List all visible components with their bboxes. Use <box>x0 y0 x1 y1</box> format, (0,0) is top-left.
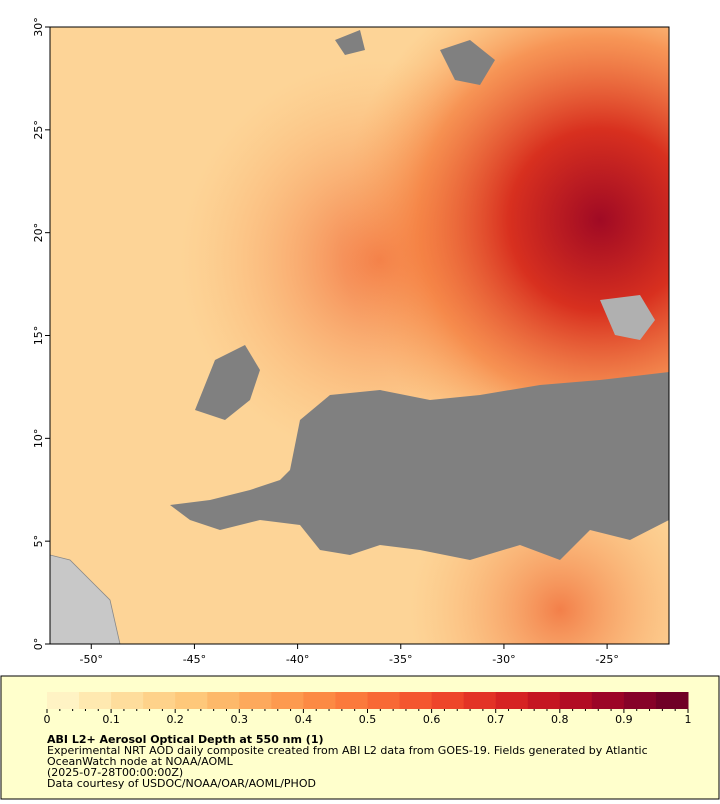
y-tick-label: 15° <box>32 326 45 346</box>
aod-map <box>50 27 669 644</box>
x-tick-label: -25° <box>595 653 618 666</box>
colorbar-swatch <box>527 692 561 709</box>
colorbar-swatch <box>495 692 529 709</box>
x-tick-label: -35° <box>389 653 412 666</box>
colorbar-swatch <box>175 692 208 709</box>
colorbar-swatch <box>335 692 368 709</box>
colorbar-swatch <box>239 692 272 709</box>
x-tick-label: -40° <box>286 653 309 666</box>
legend-line: Data courtesy of USDOC/NOAA/OAR/AOML/PHO… <box>47 777 316 790</box>
y-tick-label: 20° <box>32 223 45 243</box>
no-data-area <box>600 295 655 340</box>
no-data-area <box>440 40 495 85</box>
colorbar-swatch <box>463 692 497 709</box>
x-tick-label: -50° <box>80 653 103 666</box>
colorbar-swatch <box>399 692 433 709</box>
colorbar-swatch <box>655 692 689 709</box>
legend-line: (2025-07-28T00:00:00Z) <box>47 766 183 779</box>
colorbar-swatch <box>559 692 593 709</box>
colorbar-tick-label: 1 <box>685 713 692 726</box>
legend-line: OceanWatch node at NOAA/AOML <box>47 755 234 768</box>
legend-title: ABI L2+ Aerosol Optical Depth at 550 nm … <box>47 733 324 746</box>
colorbar-swatch <box>111 692 144 709</box>
colorbar-swatch <box>47 692 80 709</box>
colorbar-swatch <box>207 692 240 709</box>
colorbar-swatch <box>79 692 112 709</box>
y-tick-label: 25° <box>32 120 45 140</box>
colorbar-tick-label: 0.2 <box>166 713 184 726</box>
x-tick-label: -45° <box>183 653 206 666</box>
colorbar-swatch <box>271 692 304 709</box>
no-data-area <box>170 372 669 560</box>
legend-line: Experimental NRT AOD daily composite cre… <box>47 744 648 757</box>
land <box>50 554 121 644</box>
colorbar-tick-label: 0.6 <box>423 713 441 726</box>
y-tick-label: 0° <box>32 638 45 651</box>
y-tick-label: 5° <box>32 535 45 548</box>
no-data-area <box>335 30 365 55</box>
x-tick-label: -30° <box>492 653 515 666</box>
colorbar-swatch <box>623 692 657 709</box>
y-tick-label: 30° <box>32 17 45 37</box>
colorbar-tick-label: 0.1 <box>102 713 120 726</box>
no-data-area <box>195 345 260 420</box>
colorbar-swatch <box>591 692 625 709</box>
colorbar-tick-label: 0.3 <box>231 713 249 726</box>
colorbar-tick-label: 0.4 <box>295 713 313 726</box>
colorbar-swatch <box>303 692 336 709</box>
colorbar-tick-label: 0.8 <box>551 713 569 726</box>
y-tick-label: 10° <box>32 429 45 449</box>
colorbar-tick-label: 0 <box>44 713 51 726</box>
colorbar-swatch <box>367 692 401 709</box>
colorbar-swatch <box>143 692 176 709</box>
colorbar-tick-label: 0.9 <box>615 713 633 726</box>
colorbar-tick-label: 0.5 <box>359 713 377 726</box>
colorbar-tick-label: 0.7 <box>487 713 505 726</box>
colorbar-swatch <box>431 692 465 709</box>
